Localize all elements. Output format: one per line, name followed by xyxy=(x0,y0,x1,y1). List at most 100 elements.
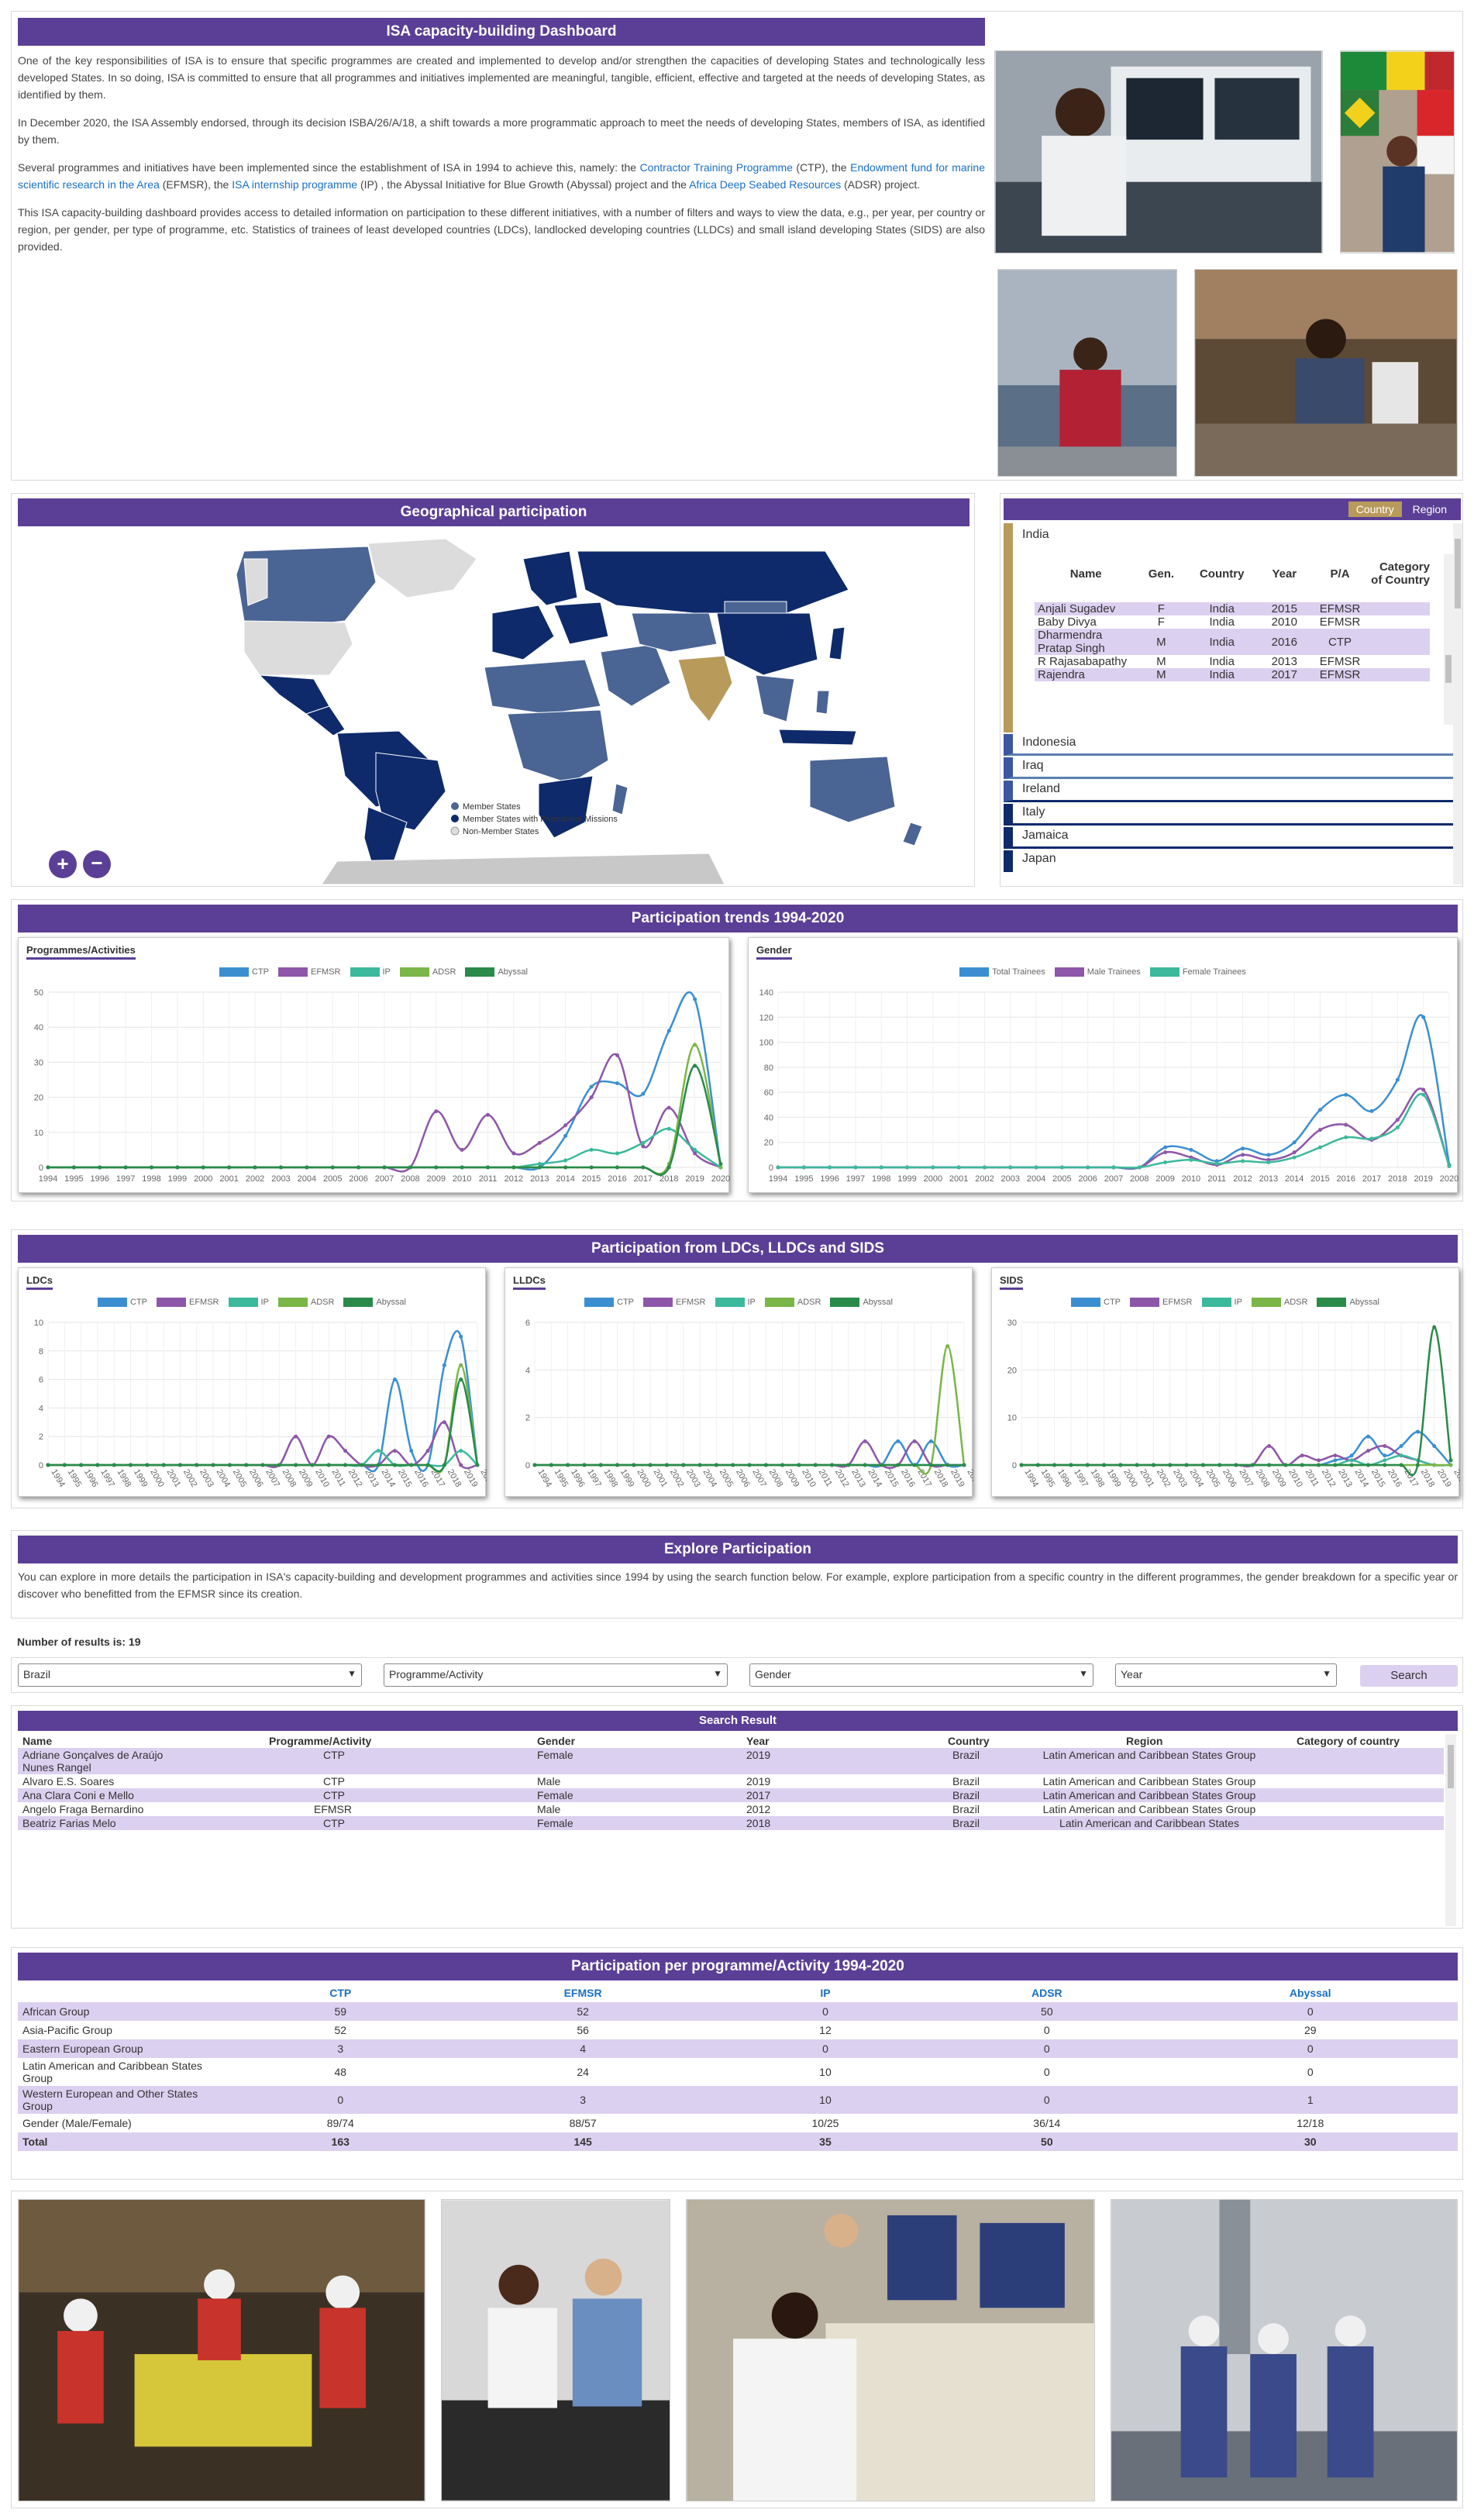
legend-item[interactable]: Abyssal xyxy=(343,1298,406,1308)
legend-swatch xyxy=(228,1298,258,1308)
legend-item[interactable]: Abyssal xyxy=(465,967,528,977)
country-list-scroll-thumb[interactable] xyxy=(1455,539,1461,608)
legend-item[interactable]: IP xyxy=(350,967,391,977)
legend-item[interactable]: EFMSR xyxy=(278,967,341,977)
map-legend-member: Member States xyxy=(463,802,521,812)
country-list-scrollbar[interactable] xyxy=(1453,523,1462,884)
legend-item[interactable]: EFMSR xyxy=(643,1298,706,1308)
data-point xyxy=(1383,1458,1387,1463)
table-row[interactable]: R Rajasabapathy M India 2013 EFMSR xyxy=(1035,655,1430,668)
legend-item[interactable]: IP xyxy=(228,1298,269,1308)
table-row[interactable]: Angelo Fraga Bernardino EFMSR Male 2012 … xyxy=(18,1802,1444,1816)
country-item-ireland[interactable]: Ireland xyxy=(1004,781,1453,802)
legend-item[interactable]: Female Trainees xyxy=(1149,967,1246,977)
table-row[interactable]: Dharmendra Pratap Singh M India 2016 CTP xyxy=(1035,629,1430,655)
chart-legend[interactable]: Total Trainees Male Trainees Female Traine… xyxy=(749,967,1457,977)
legend-item[interactable]: ADSR xyxy=(277,1298,334,1308)
india-table-scroll-thumb[interactable] xyxy=(1445,655,1452,683)
cell-name: Alvaro E.S. Soares xyxy=(22,1775,115,1787)
legend-item[interactable]: EFMSR xyxy=(157,1298,219,1308)
search-result-scroll-thumb[interactable] xyxy=(1448,1745,1454,1788)
chart-legend[interactable]: CTP EFMSR IP ADSR Abyssal xyxy=(19,1298,485,1308)
x-tick-label: 1994 xyxy=(49,1468,67,1489)
gender-select[interactable]: Gender ▼ xyxy=(749,1663,1093,1687)
table-row[interactable]: Rajendra M India 2017 EFMSR xyxy=(1035,668,1430,681)
tab-region[interactable]: Region xyxy=(1412,503,1447,515)
legend-label: CTP xyxy=(130,1298,147,1307)
data-point xyxy=(459,1463,463,1467)
legend-item[interactable]: CTP xyxy=(219,967,269,977)
legend-item[interactable]: ADSR xyxy=(764,1298,821,1308)
table-row[interactable]: Ana Clara Coni e Mello CTP Female 2017 B… xyxy=(18,1788,1444,1802)
table-row[interactable]: Anjali Sugadev F India 2015 EFMSR xyxy=(1035,602,1430,615)
legend-item[interactable]: ADSR xyxy=(1251,1298,1307,1308)
cell-pa: EFMSR xyxy=(1319,615,1361,629)
x-tick-label: 2004 xyxy=(214,1468,232,1489)
table-row[interactable]: Alvaro E.S. Soares CTP Male 2019 Brazil … xyxy=(18,1774,1444,1788)
country-item-japan[interactable]: Japan xyxy=(1004,850,1453,872)
legend-item[interactable]: IP xyxy=(1201,1298,1242,1308)
map-antarctica xyxy=(321,853,725,884)
ctp-link[interactable]: Contractor Training Programme xyxy=(639,161,793,174)
legend-item[interactable]: Total Trainees xyxy=(959,967,1045,977)
legend-item[interactable]: Abyssal xyxy=(1317,1298,1379,1308)
legend-item[interactable]: CTP xyxy=(584,1298,634,1308)
data-point xyxy=(589,1095,594,1100)
legend-item[interactable]: Male Trainees xyxy=(1054,967,1141,977)
legend-item[interactable]: EFMSR xyxy=(1130,1298,1193,1308)
sids-line-chart[interactable]: 0102030199419951996199719981999200020012… xyxy=(992,1268,1460,1498)
search-result-scrollbar[interactable] xyxy=(1445,1734,1456,1926)
data-point xyxy=(1217,1463,1222,1467)
table-row[interactable]: Beatriz Farias Melo CTP Female 2018 Braz… xyxy=(18,1816,1444,1830)
country-item-indonesia[interactable]: Indonesia xyxy=(1004,734,1453,756)
gender-line-chart[interactable]: 0 20 40 60 80 100 120 140 1994 1995 1996 1997 1998 19… xyxy=(749,938,1459,1194)
table-row[interactable]: Adriane Gonçalves de Araújo Nunes Rangel… xyxy=(18,1748,1444,1774)
country-item-italy[interactable]: Italy xyxy=(1004,804,1453,826)
legend-item[interactable]: CTP xyxy=(98,1298,147,1308)
data-point xyxy=(1266,1160,1271,1165)
y-tick-label: 50 xyxy=(34,988,43,998)
country-select[interactable]: Brazil ▼ xyxy=(18,1663,362,1687)
legend-swatch xyxy=(465,967,495,977)
data-point xyxy=(666,1126,671,1131)
data-point xyxy=(589,1147,594,1152)
legend-item[interactable]: CTP xyxy=(1071,1298,1121,1308)
internship-link[interactable]: ISA internship programme xyxy=(232,178,358,191)
col-gen: Gen. xyxy=(1148,567,1175,581)
chart-legend[interactable]: CTP EFMSR IP ADSR Abyssal xyxy=(992,1298,1459,1308)
cell-name: Rajendra xyxy=(1038,668,1085,681)
lldcs-line-chart[interactable]: 0 2 4 6 199419951996199719981999200020012002… xyxy=(505,1268,973,1498)
efmsr-link[interactable]: Endowment fund for marine scientific res… xyxy=(18,161,985,191)
programmes-line-chart[interactable]: 0 10 20 30 40 50 1994 1995 1996 1997 1998 1999 2000 2… xyxy=(19,938,730,1194)
y-tick-label: 6 xyxy=(39,1376,43,1385)
chart-legend[interactable]: CTP EFMSR IP ADSR Abyssal xyxy=(505,1298,972,1308)
tab-country[interactable]: Country xyxy=(1348,502,1402,517)
cell-pa: EFMSR xyxy=(1319,602,1361,615)
adsr-link[interactable]: Africa Deep Seabed Resources xyxy=(689,178,842,191)
x-tick-label: 2013 xyxy=(849,1468,867,1489)
country-expanded-india[interactable]: India Name Gen. Country Year P/A Categor… xyxy=(1004,523,1453,733)
programmes-chart-title: Programmes/Activities xyxy=(26,944,136,960)
zoom-out-button[interactable]: − xyxy=(83,850,111,878)
india-table-scrollbar[interactable] xyxy=(1444,554,1453,725)
chart-legend[interactable]: CTP EFMSR IP ADSR Abyssal xyxy=(19,967,728,977)
legend-item[interactable]: IP xyxy=(715,1298,756,1308)
legend-swatch xyxy=(157,1298,186,1308)
programme-select[interactable]: Programme/Activity ▼ xyxy=(384,1663,728,1687)
world-map[interactable]: Member States Member States with Permane… xyxy=(12,528,973,884)
zoom-in-button[interactable]: + xyxy=(49,850,77,878)
country-item-jamaica[interactable]: Jamaica xyxy=(1004,827,1453,849)
photo-flags-woman xyxy=(1340,50,1455,253)
legend-item[interactable]: Abyssal xyxy=(830,1298,893,1308)
search-result-title: Search Result xyxy=(698,1714,777,1727)
cell-programme: CTP xyxy=(323,1775,345,1787)
ldcs-line-chart[interactable]: 0246810199419951996199719981999200020012… xyxy=(19,1268,487,1498)
year-select[interactable]: Year ▼ xyxy=(1115,1663,1337,1687)
country-item-iraq[interactable]: Iraq xyxy=(1004,757,1453,779)
table-row[interactable]: Baby Divya F India 2010 EFMSR xyxy=(1035,615,1430,629)
search-button[interactable]: Search xyxy=(1360,1665,1458,1687)
x-tick-label: 2009 xyxy=(1270,1468,1288,1489)
x-tick-label: 2014 xyxy=(866,1468,884,1489)
legend-swatch xyxy=(959,967,990,977)
legend-item[interactable]: ADSR xyxy=(399,967,456,977)
